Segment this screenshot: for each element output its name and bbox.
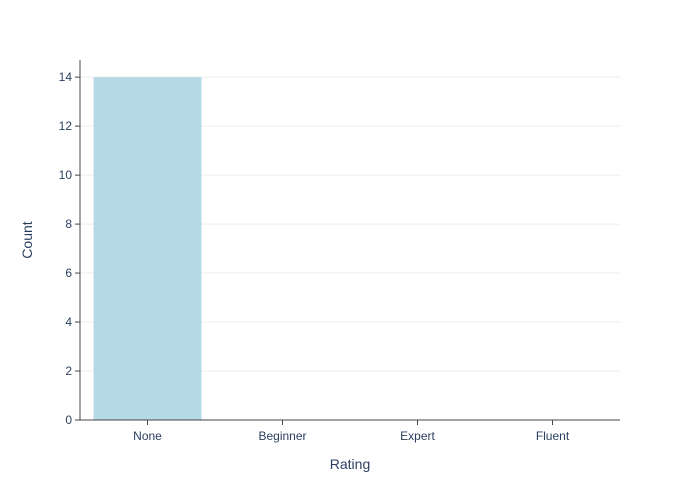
y-tick-label: 6 — [65, 266, 72, 280]
y-tick-label: 0 — [65, 413, 72, 427]
y-tick-label: 10 — [59, 168, 73, 182]
y-axis-title: Count — [19, 221, 35, 258]
x-axis-title: Rating — [330, 456, 370, 472]
bar-none — [93, 77, 202, 421]
x-tick-label: Expert — [400, 429, 435, 443]
y-tick-label: 2 — [65, 364, 72, 378]
x-tick-label: Fluent — [536, 429, 570, 443]
y-tick-label: 14 — [59, 70, 73, 84]
x-tick-label: None — [133, 429, 162, 443]
y-tick-label: 8 — [65, 217, 72, 231]
bars — [93, 77, 202, 421]
y-tick-label: 4 — [65, 315, 72, 329]
y-axis-ticks: 0 2 4 6 8 10 12 14 — [59, 70, 80, 427]
axes — [79, 60, 620, 421]
x-tick-label: Beginner — [258, 429, 306, 443]
y-tick-label: 12 — [59, 119, 73, 133]
x-axis-ticks: None Beginner Expert Fluent — [133, 420, 570, 443]
